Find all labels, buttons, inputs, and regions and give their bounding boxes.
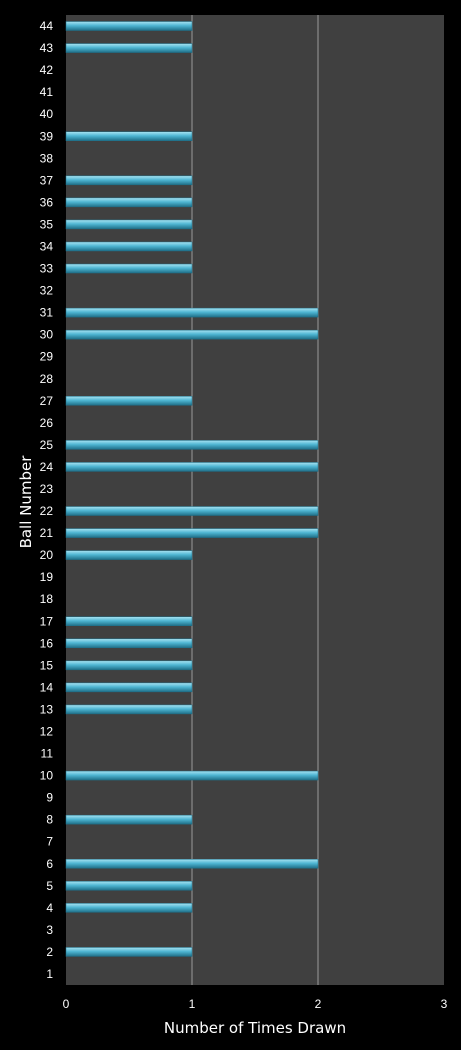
bar-ball-13	[65, 704, 193, 715]
y-tick-label: 7	[46, 835, 53, 849]
y-tick-label: 16	[40, 636, 54, 650]
bar-ball-27	[65, 396, 193, 406]
y-tick-label: 40	[40, 107, 54, 121]
y-tick-label: 41	[40, 85, 54, 99]
y-tick-label: 9	[46, 791, 53, 805]
y-tick-label: 13	[40, 702, 54, 716]
y-tick-label: 26	[40, 416, 54, 430]
y-tick-label: 39	[40, 129, 54, 143]
y-tick-label: 34	[40, 239, 54, 253]
x-axis-title: Number of Times Drawn	[164, 1019, 346, 1037]
bar-ball-36	[65, 197, 193, 208]
bar-ball-16	[65, 638, 193, 649]
x-tick-label: 0	[63, 997, 70, 1011]
y-tick-label: 29	[40, 350, 54, 364]
bar-ball-35	[65, 219, 193, 230]
bar-ball-17	[65, 616, 193, 626]
y-tick-label: 19	[40, 570, 54, 584]
y-tick-label: 30	[40, 328, 54, 342]
y-axis-title: Ball Number	[17, 455, 35, 549]
y-tick-label: 20	[40, 548, 54, 562]
bar-ball-14	[65, 682, 193, 693]
y-tick-label: 28	[40, 372, 54, 386]
y-tick-label: 2	[46, 945, 53, 959]
y-tick-label: 15	[40, 658, 54, 672]
bar-ball-33	[65, 263, 193, 274]
y-tick-labels: 1234567891011121314151617181920212223242…	[40, 19, 54, 981]
y-tick-label: 43	[40, 41, 54, 55]
y-tick-label: 14	[40, 680, 54, 694]
y-tick-label: 10	[40, 769, 54, 783]
bar-ball-24	[65, 462, 319, 472]
bar-ball-37	[65, 175, 193, 186]
y-tick-label: 24	[40, 460, 54, 474]
bar-ball-5	[65, 881, 193, 891]
bar-ball-4	[65, 903, 193, 913]
bar-ball-20	[65, 550, 193, 560]
y-tick-label: 22	[40, 504, 54, 518]
bar-ball-43	[65, 43, 193, 53]
bar-ball-15	[65, 660, 193, 671]
y-tick-label: 33	[40, 262, 54, 276]
bar-ball-10	[65, 770, 319, 781]
y-tick-label: 5	[46, 879, 53, 893]
y-tick-label: 8	[46, 813, 53, 827]
bar-ball-39	[65, 131, 193, 141]
y-tick-label: 6	[46, 857, 53, 871]
y-tick-label: 27	[40, 394, 54, 408]
y-tick-label: 18	[40, 592, 54, 606]
y-tick-label: 42	[40, 63, 54, 77]
y-tick-label: 11	[41, 747, 54, 761]
x-tick-label: 2	[315, 997, 322, 1011]
bar-ball-8	[65, 814, 193, 825]
y-tick-label: 23	[40, 482, 54, 496]
y-tick-label: 17	[40, 614, 54, 628]
x-tick-label: 3	[441, 997, 448, 1011]
y-tick-label: 31	[40, 306, 54, 320]
y-tick-label: 35	[40, 217, 54, 231]
y-tick-label: 21	[40, 526, 54, 540]
y-tick-label: 1	[46, 967, 53, 981]
x-tick-labels: 0 1 2 3	[63, 997, 448, 1011]
y-tick-label: 36	[40, 195, 54, 209]
y-tick-label: 38	[40, 151, 54, 165]
y-tick-label: 44	[40, 19, 54, 33]
y-tick-label: 3	[46, 923, 53, 937]
y-tick-label: 32	[40, 284, 54, 298]
bar-ball-44	[65, 21, 193, 31]
y-tick-label: 12	[40, 724, 54, 738]
bar-ball-34	[65, 241, 193, 252]
bar-ball-25	[65, 440, 319, 450]
bar-ball-6	[65, 859, 319, 869]
plot-area	[66, 15, 444, 985]
bar-ball-22	[65, 506, 319, 516]
y-tick-label: 25	[40, 438, 54, 452]
bars	[65, 21, 319, 957]
bar-ball-30	[65, 329, 319, 340]
bar-ball-2	[65, 947, 193, 957]
bar-ball-31	[65, 307, 319, 318]
x-tick-label: 1	[189, 997, 196, 1011]
y-tick-label: 4	[46, 901, 53, 915]
bar-ball-21	[65, 528, 319, 538]
y-tick-label: 37	[40, 173, 54, 187]
